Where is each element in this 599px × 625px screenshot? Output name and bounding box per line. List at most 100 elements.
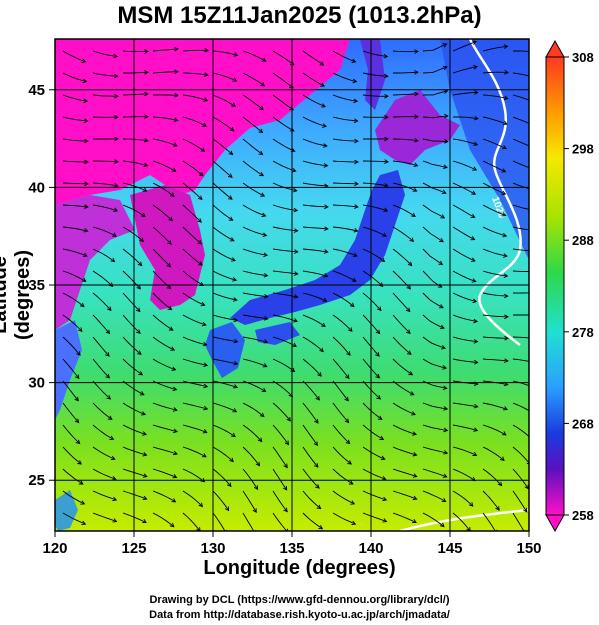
wind-arrowhead [82,252,88,257]
wind-streamline [242,204,266,217]
wind-arrowhead [169,522,175,528]
wind-arrowhead [111,475,117,481]
wind-streamline [482,358,508,362]
wind-streamline [512,380,529,387]
wind-arrowhead [441,189,447,194]
wind-arrowhead [414,49,419,54]
wind-streamline [512,94,529,101]
wind-arrowhead [137,350,142,355]
wind-streamline [152,248,171,268]
wind-arrowhead [289,60,295,66]
wind-streamline [212,336,238,343]
wind-arrowhead [384,159,389,164]
wind-arrowhead [502,120,508,126]
wind-streamline [152,116,178,121]
wind-arrowhead [286,528,289,531]
wind-streamline [152,292,172,311]
taiwan [55,490,78,531]
wind-arrowhead [233,317,239,323]
wind-arrowhead [345,439,351,445]
wind-streamline [92,72,118,77]
wind-streamline [332,94,358,102]
wind-arrowhead [471,278,477,283]
wind-streamline [182,138,205,152]
wind-arrowhead [260,82,266,87]
wind-arrowhead [229,127,235,132]
wind-arrowhead [414,114,419,119]
wind-arrowhead [227,173,233,178]
wind-streamline [212,204,233,221]
wind-arrowhead [83,98,89,104]
cold-ocean-region [440,39,529,260]
wind-arrowhead [166,284,172,290]
wind-arrowhead [504,358,509,363]
wind-streamline [452,160,477,171]
wind-streamline [302,336,324,352]
wind-arrowhead [286,416,291,422]
wind-arrowhead [201,321,207,327]
wind-arrowhead [170,346,176,351]
wind-streamline [392,204,416,217]
wind-arrowhead [231,257,236,262]
wind-streamline [452,446,477,456]
wind-arrowhead [320,82,326,87]
wind-arrowhead [383,207,389,212]
wind-arrowhead [228,150,234,156]
wind-arrowhead [172,450,178,456]
wind-arrowhead [473,359,479,365]
wind-streamline [422,358,447,369]
wind-streamline [452,248,476,262]
wind-streamline [302,72,325,87]
wind-arrowhead [167,240,172,245]
wind-arrowhead [203,405,209,411]
wind-streamline [62,50,86,63]
wind-streamline [452,314,478,322]
wind-arrowhead [293,294,299,299]
wind-streamline [272,402,291,422]
wind-streamline [242,358,267,368]
wind-arrowhead [353,118,359,124]
wind-arrowhead [413,137,419,143]
wind-arrowhead [472,166,478,171]
wind-arrowhead [504,314,509,320]
wind-streamline [392,160,418,167]
wind-arrowhead [261,212,267,218]
wind-arrowhead [412,495,418,500]
colorbar-tick-label: 298 [572,142,594,157]
wind-streamline [242,182,265,197]
wind-arrowhead [323,163,329,168]
wind-arrowhead [105,373,111,379]
wind-arrowhead [534,361,538,365]
wind-arrowhead [202,429,208,434]
wind-arrowhead [112,232,117,237]
wind-arrowhead [233,52,239,57]
wind-streamline [242,490,257,513]
colorbar-tick-label: 268 [572,416,594,431]
wind-arrowhead [523,507,528,513]
wind-streamline [482,116,508,125]
wind-arrowhead [228,195,233,200]
wind-arrowhead [319,61,325,66]
wind-streamline [392,490,417,500]
wind-arrowhead [443,406,449,411]
wind-arrowhead [168,216,174,222]
wind-streamline [212,402,237,413]
wind-arrowhead [439,237,444,243]
wind-streamline [122,160,148,167]
wind-arrowhead [107,306,112,312]
wind-streamline [92,94,118,97]
wind-arrowhead [473,318,479,324]
wind-streamline [182,270,204,286]
wind-arrowhead [501,190,507,195]
y-tick-label: 35 [28,277,45,294]
wind-streamline [392,358,413,376]
wind-arrowhead [442,365,448,370]
footer-credit-drawing: Drawing by DCL (https://www.gfd-dennou.o… [149,594,450,606]
wind-arrowhead [283,507,288,513]
wind-streamline [152,446,178,455]
wind-arrowhead [316,504,322,510]
wind-streamline [242,116,263,133]
wind-arrowhead [324,226,329,231]
wind-arrowhead [344,418,350,424]
wind-streamline [392,50,419,53]
